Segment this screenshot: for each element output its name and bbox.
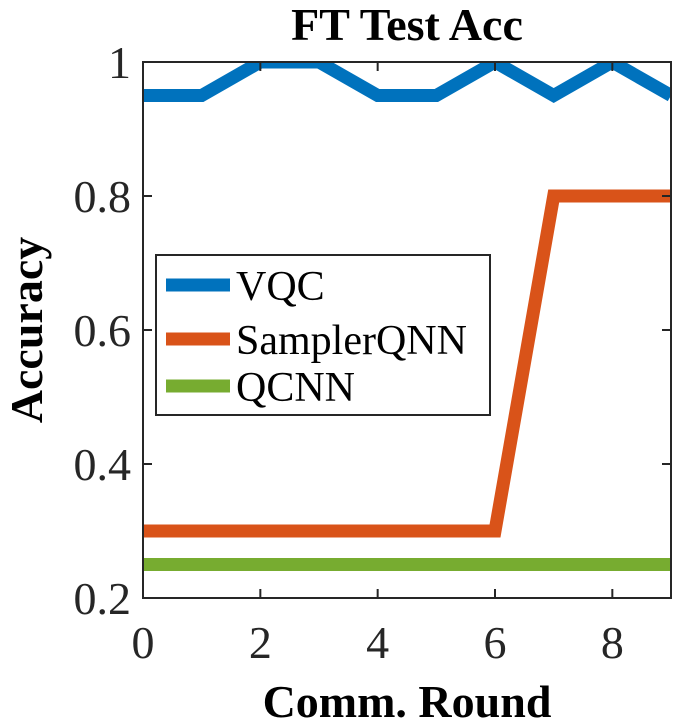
x-tick-label: 6 [484,617,507,668]
legend-item-vqc: VQC [166,264,325,310]
legend-label: SamplerQNN [236,318,467,364]
y-tick-label: 0.2 [74,573,132,624]
legend-item-qcnn: QCNN [166,365,355,411]
y-tick-label: 0.8 [74,171,132,222]
x-tick-label: 4 [366,617,389,668]
x-tick-label: 0 [132,617,155,668]
x-axis-label: Comm. Round [263,676,552,724]
x-tick-label: 8 [601,617,624,668]
x-tick-label: 2 [249,617,272,668]
y-axis-label: Accuracy [1,237,52,423]
chart-title: FT Test Acc [291,0,523,50]
y-tick-label: 0.4 [74,439,132,490]
y-tick-label: 0.6 [74,305,132,356]
legend-item-samplerqnn: SamplerQNN [166,318,467,364]
series-line-samplerqnn [143,189,671,538]
y-tick-label: 1 [108,37,131,88]
series-line-vqc [143,62,671,103]
legend-label: QCNN [236,365,355,411]
legend-label: VQC [236,264,325,310]
